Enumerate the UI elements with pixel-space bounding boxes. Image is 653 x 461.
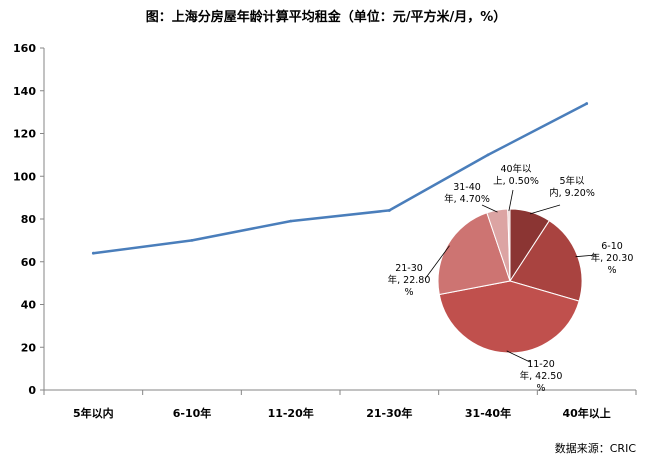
pie-leader-line bbox=[424, 245, 450, 280]
pie-layer: 5年以内, 9.20%6-10 年, 20.30 %11-20 年, 42.50 %21… bbox=[388, 163, 634, 394]
pie-label-line: 11-20 bbox=[527, 359, 555, 370]
pie-slice bbox=[509, 220, 583, 302]
pie-label-line: 年, 4.70% bbox=[444, 193, 490, 205]
pie-slice bbox=[437, 212, 511, 296]
y-tick-label: 80 bbox=[21, 213, 37, 226]
pie-label-line: % bbox=[607, 265, 616, 276]
pie-leader-line bbox=[481, 204, 498, 213]
chart-title: 图：上海分房屋年龄计算平均租金（单位：元/平方米/月，%） bbox=[146, 9, 507, 25]
y-tick-label: 40 bbox=[21, 299, 37, 312]
line-point bbox=[190, 238, 194, 242]
pie-label-line: 5年以 bbox=[559, 175, 585, 187]
pie-label-line: % bbox=[536, 383, 545, 394]
y-tick-label: 160 bbox=[13, 42, 36, 55]
y-tick-label: 60 bbox=[21, 256, 37, 269]
pie-label-line: 年, 20.30 bbox=[591, 252, 634, 264]
pie-label-line: 40年以 bbox=[500, 163, 532, 175]
y-tick-label: 20 bbox=[21, 341, 37, 354]
line-point bbox=[387, 209, 391, 212]
line-point bbox=[91, 251, 95, 255]
pie-label-line: 31-40 bbox=[453, 182, 481, 193]
y-tick-label: 140 bbox=[13, 85, 36, 98]
pie-leader-line bbox=[506, 350, 531, 363]
pie-leader-line bbox=[508, 189, 514, 212]
pie-label-line: 上, 0.50% bbox=[493, 176, 539, 187]
y-tick-label: 120 bbox=[13, 128, 36, 141]
pie-leader-line bbox=[529, 204, 561, 215]
x-tick-label: 31-40年 bbox=[465, 406, 511, 420]
pie-label-line: 21-30 bbox=[395, 263, 423, 274]
pie-label: 6-10 年, 20.30% bbox=[591, 241, 634, 276]
pie-label-line: 年, 42.50 bbox=[520, 370, 563, 382]
y-tick-label: 0 bbox=[28, 384, 36, 397]
series-line bbox=[92, 102, 588, 255]
x-tick-label: 40年以上 bbox=[563, 406, 611, 420]
pie-label: 31-40 年, 4.70% bbox=[444, 182, 490, 205]
pie-label-line: % bbox=[404, 287, 413, 298]
line-layer bbox=[91, 102, 589, 255]
pie-label-line: 6-10 bbox=[601, 241, 623, 252]
pie-label-line: 内, 9.20% bbox=[549, 187, 595, 199]
pie-label: 21-30 年, 22.80% bbox=[388, 263, 431, 298]
line-point bbox=[289, 219, 293, 223]
x-tick-label: 5年以内 bbox=[73, 406, 114, 420]
pie-slice bbox=[438, 280, 580, 354]
pie-leader-line bbox=[575, 254, 597, 258]
source-note: 数据来源：CRIC bbox=[555, 441, 637, 455]
x-tick-label: 21-30年 bbox=[366, 406, 412, 420]
y-tick-label: 100 bbox=[13, 170, 36, 183]
pie-label-line: 年, 22.80 bbox=[388, 274, 431, 286]
axes: 0 20 40 60 80 100 120 140 160 5年以内 6-10年 11-20年 21-3… bbox=[13, 42, 637, 420]
pie-label: 11-20 年, 42.50% bbox=[520, 359, 563, 394]
x-tick-label: 11-20年 bbox=[268, 406, 314, 420]
x-tick-label: 6-10年 bbox=[173, 406, 212, 420]
pie-label: 40年以上, 0.50% bbox=[493, 163, 539, 187]
line-point bbox=[486, 153, 490, 157]
line-point bbox=[585, 102, 589, 105]
pie-label: 5年以内, 9.20% bbox=[549, 175, 595, 199]
pie-slice bbox=[507, 208, 511, 282]
